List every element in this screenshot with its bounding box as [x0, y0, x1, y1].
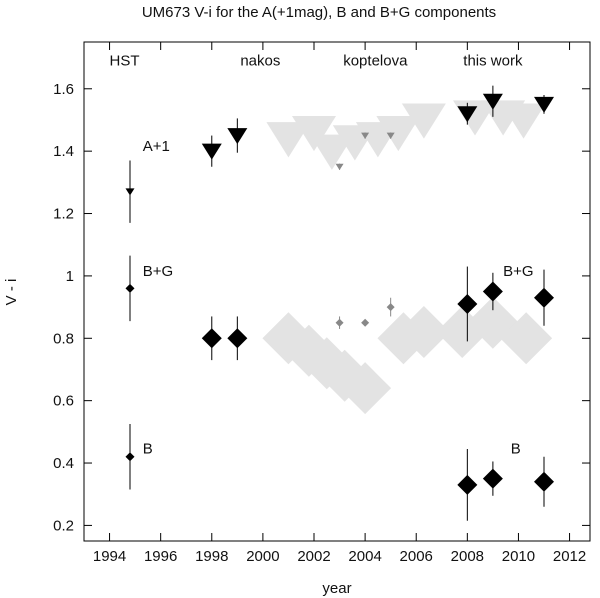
- component-label: B+G: [503, 263, 533, 280]
- y-tick-label: 0.4: [53, 455, 74, 472]
- x-tick-label: 2010: [502, 548, 535, 565]
- triangle-marker: [266, 122, 311, 158]
- series-b: [125, 424, 554, 521]
- series-b-g: [125, 255, 554, 361]
- y-tick-label: 0.2: [53, 517, 74, 534]
- y-tick-label: 1.4: [53, 143, 74, 160]
- triangle-marker: [534, 96, 554, 113]
- x-tick-label: 2004: [348, 548, 381, 565]
- series-b-g-koptelova: [335, 297, 395, 329]
- triangle-marker: [376, 115, 421, 152]
- diamond-marker: [125, 452, 135, 462]
- x-tick-label: 2000: [246, 548, 279, 565]
- diamond-marker: [361, 318, 370, 327]
- triangle-marker: [386, 132, 395, 139]
- annotations-layer: HST nakos koptelova this work A+1 B+G B+G B B: [110, 52, 534, 457]
- component-label: B: [511, 441, 521, 458]
- y-axis-label: V - i: [3, 279, 20, 306]
- diamond-marker: [457, 474, 478, 495]
- diamond-marker: [534, 287, 554, 308]
- diamond-marker: [386, 303, 395, 312]
- diamond-marker: [397, 306, 450, 359]
- component-label: B+G: [143, 263, 173, 280]
- background-series-layer: [262, 100, 553, 415]
- triangle-marker: [457, 106, 478, 123]
- x-tick-label: 2012: [553, 548, 586, 565]
- series-a-1-light-curve: [266, 100, 546, 170]
- triangle-marker: [401, 103, 446, 139]
- triangle-marker: [292, 115, 336, 152]
- diamond-marker: [534, 471, 554, 492]
- x-tick-label: 2006: [400, 548, 433, 565]
- x-tick-label: 2008: [451, 548, 484, 565]
- diamond-marker: [500, 312, 553, 365]
- x-tick-label: 1996: [144, 548, 177, 565]
- y-tick-label: 0.8: [53, 330, 74, 347]
- source-label: nakos: [240, 52, 280, 69]
- source-label: HST: [110, 52, 140, 69]
- series-a-1-koptelova: [335, 132, 395, 171]
- triangle-marker: [125, 188, 135, 196]
- diamond-marker: [339, 362, 392, 415]
- source-label: koptelova: [343, 52, 408, 69]
- y-tick-label: 0.6: [53, 393, 74, 410]
- diamond-marker: [482, 468, 503, 489]
- series-b-g-light-curve: [262, 296, 553, 415]
- diamond-marker: [482, 281, 503, 302]
- x-tick-label: 1998: [195, 548, 228, 565]
- diamond-marker: [335, 318, 344, 327]
- triangle-marker: [335, 163, 344, 171]
- triangle-marker: [482, 93, 503, 110]
- series-a-1: [125, 85, 554, 223]
- axes-layer: 1994 1996 1998 2000 2002 2004 2006 2008 2010 2012…: [53, 42, 590, 565]
- y-tick-label: 1: [66, 268, 74, 285]
- chart-title: UM673 V-i for the A(+1mag), B and B+G co…: [142, 4, 496, 21]
- component-label: A+1: [143, 138, 170, 155]
- x-tick-label: 2002: [297, 548, 330, 565]
- data-series-layer: [125, 85, 554, 521]
- x-axis-label: year: [322, 580, 351, 597]
- triangle-marker: [361, 132, 370, 139]
- y-tick-label: 1.6: [53, 81, 74, 98]
- diamond-marker: [227, 328, 248, 349]
- component-label: B: [143, 441, 153, 458]
- diamond-marker: [201, 328, 222, 349]
- plot-frame: [83, 41, 591, 542]
- diamond-marker: [457, 293, 478, 314]
- triangle-marker: [501, 103, 546, 139]
- triangle-marker: [227, 128, 248, 145]
- diamond-marker: [466, 296, 519, 349]
- triangle-marker: [309, 134, 354, 170]
- source-label: this work: [463, 52, 523, 69]
- triangle-marker: [201, 143, 222, 160]
- y-tick-label: 1.2: [53, 206, 74, 223]
- diamond-marker: [125, 283, 135, 293]
- x-tick-label: 1994: [93, 548, 126, 565]
